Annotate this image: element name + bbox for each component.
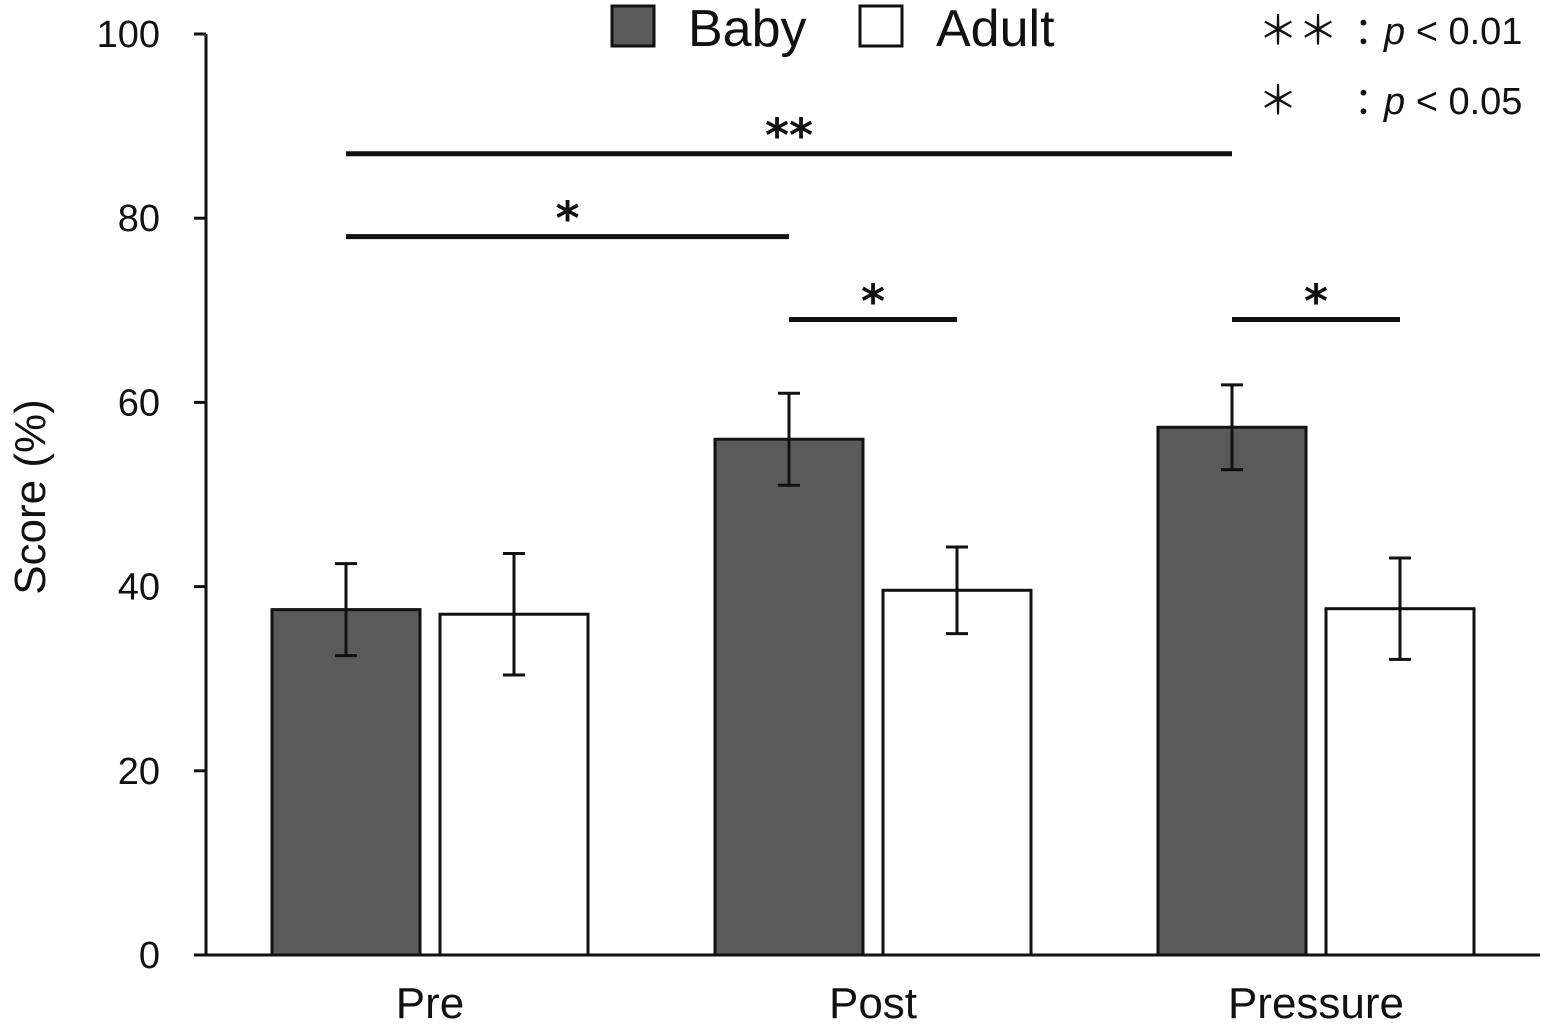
- note-threshold: < 0.01: [1405, 11, 1522, 53]
- p-value-note-2: ＊ ：p < 0.05: [1258, 78, 1522, 124]
- legend-swatch-baby: [610, 4, 656, 48]
- significance-bracket-2: *: [346, 192, 789, 246]
- legend-label-adult: Adult: [936, 0, 1055, 58]
- p-value-note-1: ＊＊ ：p < 0.01: [1258, 8, 1522, 54]
- significance-marker: *: [1304, 275, 1328, 329]
- note-p-symbol: p: [1383, 81, 1405, 123]
- y-tick-label-0: 0: [139, 935, 160, 977]
- error-bar-baby-pressure: [1221, 383, 1243, 472]
- significance-marker: *: [555, 192, 579, 246]
- note-stars: ＊＊: [1258, 8, 1338, 54]
- y-tick-label-100: 100: [97, 14, 160, 56]
- error-bar-adult-pre: [503, 551, 525, 677]
- note-stars: ＊: [1258, 78, 1298, 124]
- significance-marker: *: [861, 275, 885, 329]
- significance-layer: **** *: [346, 109, 1400, 329]
- y-tick-label-80: 80: [118, 198, 160, 240]
- note-p-symbol: p: [1383, 11, 1405, 53]
- note-threshold: < 0.05: [1405, 81, 1522, 123]
- x-tick-label-pre: Pre: [396, 979, 464, 1028]
- legend-label-baby: Baby: [688, 0, 807, 58]
- y-tick-label-60: 60: [118, 382, 160, 424]
- error-bars-layer: [335, 383, 1411, 677]
- bars-layer: [270, 425, 1476, 957]
- bar-adult-post: [881, 588, 1033, 957]
- error-bar-adult-post: [946, 545, 968, 636]
- significance-bracket-3: *: [789, 275, 957, 329]
- legend-entry-baby: Baby: [610, 0, 807, 58]
- axes-layer: 0 20 40 60 80 100 Pre Post Pressure: [97, 14, 1540, 1028]
- error-bar-adult-pressure: [1389, 556, 1411, 661]
- bar-adult-pressure: [1324, 607, 1476, 957]
- x-tick-label-post: Post: [829, 979, 917, 1028]
- legend: Baby Adult: [610, 0, 1055, 58]
- note-separator: ：: [1354, 11, 1392, 53]
- note-p-value: p < 0.01: [1383, 11, 1522, 53]
- significance-notes: ＊＊ ：p < 0.01＊ ：p < 0.05: [1258, 8, 1522, 124]
- bar-baby-post: [713, 437, 865, 957]
- y-tick-label-40: 40: [118, 567, 160, 609]
- significance-marker: **: [765, 109, 813, 163]
- legend-swatch-adult: [858, 4, 904, 48]
- note-separator: ：: [1354, 81, 1392, 123]
- bar-baby-pre: [270, 608, 422, 957]
- y-axis-label: Score (%): [6, 399, 55, 595]
- bar-baby-pressure: [1156, 425, 1308, 957]
- error-bar-baby-pre: [335, 562, 357, 658]
- significance-bracket-4: *: [1232, 275, 1400, 329]
- error-bar-baby-post: [778, 391, 800, 487]
- y-tick-label-20: 20: [118, 751, 160, 793]
- x-tick-label-pressure: Pressure: [1228, 979, 1404, 1028]
- significance-bracket-1: **: [346, 109, 1232, 163]
- legend-entry-adult: Adult: [858, 0, 1055, 58]
- note-p-value: p < 0.05: [1383, 81, 1522, 123]
